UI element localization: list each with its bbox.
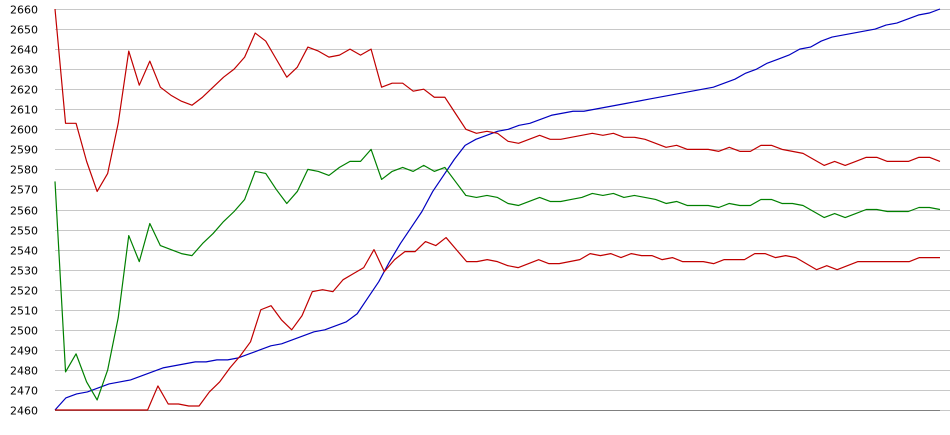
y-tick-label: 2490 (10, 345, 38, 358)
y-tick-label: 2600 (10, 124, 38, 137)
y-tick-label: 2460 (10, 405, 38, 418)
horizontal-gridlines (55, 9, 950, 411)
y-tick-label: 2500 (10, 325, 38, 338)
y-tick-label: 2530 (10, 265, 38, 278)
y-tick-label: 2580 (10, 164, 38, 177)
series-line-1 (54, 8, 941, 411)
series-line-2 (54, 8, 941, 193)
series-lines (54, 8, 941, 411)
y-tick-label: 2510 (10, 305, 38, 318)
y-tick-label: 2650 (10, 24, 38, 37)
y-tick-label: 2570 (10, 184, 38, 197)
y-tick-label: 2560 (10, 205, 38, 218)
y-tick-label: 2470 (10, 385, 38, 398)
y-tick-label: 2540 (10, 245, 38, 258)
y-tick-label: 2620 (10, 84, 38, 97)
y-tick-label: 2590 (10, 144, 38, 157)
y-axis-tick-labels: 2660 2650 2640 2630 2620 2610 2600 2590 2580 2570… (10, 4, 38, 418)
y-tick-label: 2480 (10, 365, 38, 378)
y-tick-label: 2640 (10, 44, 38, 57)
series-line-3 (54, 148, 941, 401)
y-tick-label: 2520 (10, 285, 38, 298)
y-tick-label: 2660 (10, 4, 38, 17)
series-line-4 (55, 236, 940, 411)
y-tick-label: 2550 (10, 225, 38, 238)
y-tick-label: 2630 (10, 64, 38, 77)
y-tick-label: 2610 (10, 104, 38, 117)
